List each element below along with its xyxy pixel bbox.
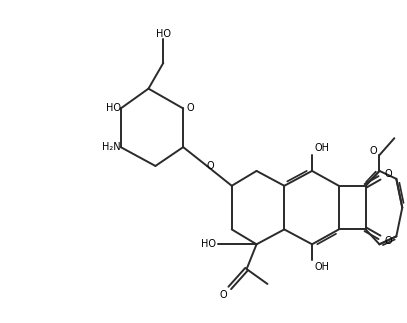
Text: OH: OH [314, 143, 329, 153]
Text: OH: OH [314, 262, 329, 272]
Text: H₂N: H₂N [102, 142, 121, 152]
Text: O: O [207, 161, 214, 171]
Text: HO: HO [201, 239, 216, 249]
Text: HO: HO [156, 29, 171, 39]
Text: O: O [385, 236, 392, 246]
Text: HO: HO [106, 103, 121, 113]
Text: O: O [186, 103, 194, 113]
Text: O: O [370, 146, 377, 156]
Text: O: O [219, 290, 227, 300]
Text: O: O [385, 169, 392, 179]
